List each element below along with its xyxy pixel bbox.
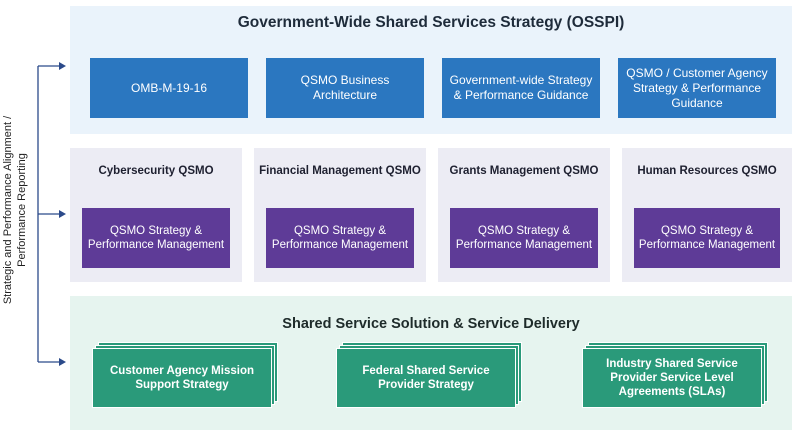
qsmo-card: Financial Management QSMO QSMO Strategy … [254,148,426,282]
arrowhead-middle [59,210,66,218]
alignment-label: Strategic and Performance Alignment / Pe… [0,30,30,390]
delivery-box: Industry Shared Service Provider Service… [582,348,762,408]
band-title: Shared Service Solution & Service Delive… [282,316,580,332]
alignment-label-line2: Performance Reporting [16,153,29,267]
qsmo-strategy-box: QSMO Strategy & Performance Management [634,208,780,268]
qsmo-card-title: Cybersecurity QSMO [98,165,214,177]
qsmo-strategy-box: QSMO Strategy & Performance Management [82,208,230,268]
qsmo-card-title: Grants Management QSMO [449,165,599,177]
government-wide-strategy-band: Government-Wide Shared Services Strategy… [70,6,792,134]
qsmo-card: Grants Management QSMO QSMO Strategy & P… [438,148,610,282]
strategy-box: QSMO / Customer Agency Strategy & Perfor… [618,58,776,118]
delivery-stack: Customer Agency Mission Support Strategy [92,342,278,408]
delivery-box: Customer Agency Mission Support Strategy [92,348,272,408]
arrowhead-bottom [59,358,66,366]
band-title: Government-Wide Shared Services Strategy… [237,14,625,31]
delivery-stack: Industry Shared Service Provider Service… [582,342,768,408]
alignment-bracket [37,62,66,366]
qsmo-card-title: Human Resources QSMO [637,165,777,177]
delivery-box: Federal Shared Service Provider Strategy [336,348,516,408]
qsmo-strategy-box: QSMO Strategy & Performance Management [266,208,414,268]
qsmo-card: Human Resources QSMO QSMO Strategy & Per… [622,148,792,282]
strategy-box: QSMO Business Architecture [266,58,424,118]
alignment-label-line1: Strategic and Performance Alignment / [2,115,15,305]
qsmo-card: Cybersecurity QSMO QSMO Strategy & Perfo… [70,148,242,282]
qsmo-strategy-box: QSMO Strategy & Performance Management [450,208,598,268]
delivery-stack: Federal Shared Service Provider Strategy [336,342,522,408]
arrowhead-top [59,62,66,70]
strategy-box: Government-wide Strategy & Performance G… [442,58,600,118]
strategy-box: OMB-M-19-16 [90,58,248,118]
qsmo-card-title: Financial Management QSMO [259,165,421,177]
